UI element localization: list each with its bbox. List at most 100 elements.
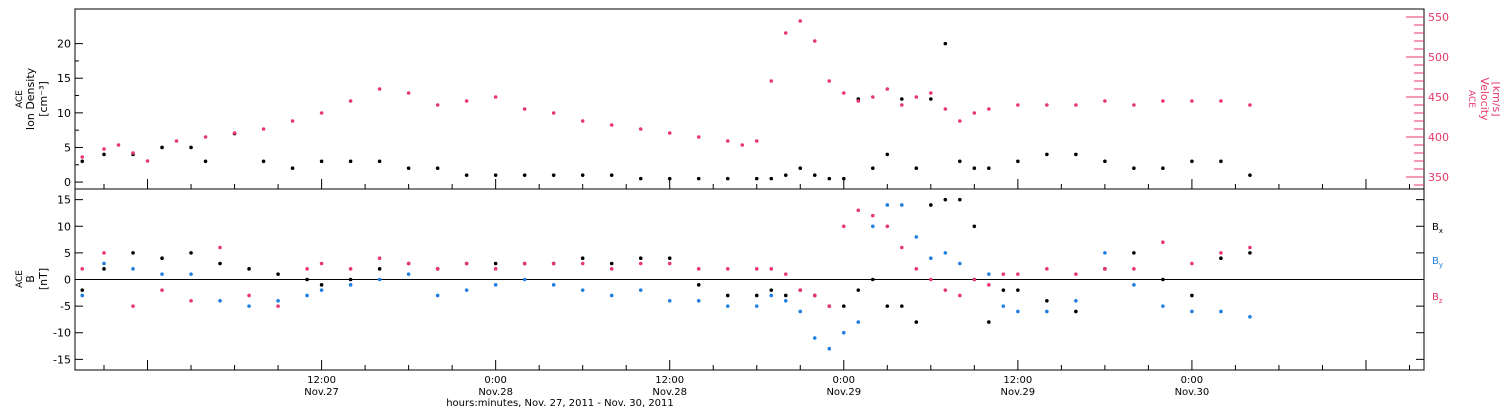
top-velocity-point-17 [522, 107, 527, 111]
top-velocity-point-14 [435, 103, 440, 107]
bot-by-point-23 [725, 304, 730, 308]
top-density-point-35 [914, 166, 919, 171]
bot-bx-point-31 [856, 288, 861, 292]
top-velocity-point-6 [203, 135, 208, 139]
top-velocity-point-39 [943, 107, 948, 111]
bot-by-point-37 [943, 251, 948, 255]
top-density-point-28 [812, 173, 817, 177]
bot-bz-point-47 [1161, 240, 1165, 245]
bot-bz-point-11 [377, 256, 382, 261]
bot-bx-point-26 [783, 293, 788, 298]
bottom-y-ticks: -15 -10 -5 0 5 10 15 [53, 194, 1424, 366]
bot-bx-point-19 [609, 261, 614, 266]
bot-bz-point-4 [189, 298, 193, 303]
bot-bx-point-32 [870, 277, 875, 282]
top-right-tick-label-4: 550 [1428, 11, 1449, 24]
bot-by-point-26 [783, 298, 788, 303]
top-velocity-point-4 [145, 159, 150, 163]
top-velocity-point-26 [754, 139, 759, 143]
bot-bx-point-1 [102, 267, 106, 271]
top-velocity-point-7 [232, 131, 237, 135]
top-velocity-point-16 [493, 95, 498, 99]
bot-bz-point-5 [218, 245, 222, 250]
top-density-point-39 [972, 166, 977, 171]
top-density-point-41 [1016, 159, 1020, 164]
bot-bx-point-48 [1190, 293, 1194, 298]
top-density-point-43 [1074, 152, 1078, 157]
bot-bz-point-18 [580, 261, 585, 266]
top-density-point-17 [551, 173, 556, 177]
bot-bx-point-6 [247, 267, 251, 271]
bot-bx-point-3 [160, 256, 164, 261]
bot-bx-point-38 [958, 197, 962, 202]
bot-bx-point-24 [754, 293, 759, 298]
top-density-point-16 [522, 173, 527, 177]
bot-by-point-5 [218, 298, 222, 303]
top-density-point-25 [769, 176, 774, 181]
top-velocity-point-51 [1248, 103, 1252, 107]
bot-ytick-label-6: 15 [57, 194, 71, 207]
top-density-point-20 [638, 176, 643, 181]
top-velocity-point-47 [1132, 103, 1136, 107]
bot-bz-point-24 [754, 267, 759, 271]
top-velocity-point-38 [929, 91, 933, 95]
top-density-point-37 [943, 41, 948, 46]
bot-ytick-label-5: 10 [57, 220, 71, 233]
bot-bx-point-2 [131, 251, 135, 255]
bot-bz-point-7 [276, 304, 280, 308]
bot-bz-point-39 [972, 277, 977, 282]
xtick-day-2: Nov.28 [652, 387, 687, 398]
bottom-x-ticks [103, 360, 1410, 370]
top-velocity-point-2 [116, 143, 121, 147]
bot-ytick-label-0: -15 [53, 353, 71, 366]
bot-by-point-33 [885, 203, 890, 207]
bot-bz-point-23 [725, 267, 730, 271]
top-velocity-point-8 [261, 127, 266, 131]
bot-by-point-13 [435, 293, 440, 298]
bot-bz-point-0 [80, 267, 85, 271]
top-velocity-point-12 [377, 87, 382, 91]
bot-by-point-24 [754, 304, 759, 308]
bot-by-point-19 [609, 293, 614, 298]
bot-bz-point-25 [769, 267, 774, 271]
bot-by-point-45 [1103, 251, 1107, 255]
top-density-point-33 [885, 152, 890, 157]
bot-by-point-25 [769, 293, 774, 298]
bot-bx-point-0 [80, 288, 85, 292]
bot-bz-point-1 [102, 251, 106, 255]
bot-bx-point-21 [667, 256, 672, 261]
bot-by-point-32 [870, 224, 875, 229]
top-density-point-19 [609, 173, 614, 177]
bot-bz-point-40 [987, 283, 991, 287]
top-left-ylabel-line3: [cm⁻³] [37, 81, 50, 117]
bot-bz-point-21 [667, 261, 672, 266]
bot-bz-point-22 [696, 267, 701, 271]
xtick-time-1: 0:00 [484, 375, 506, 386]
top-velocity-point-18 [551, 111, 556, 115]
top-velocity-point-44 [1045, 103, 1049, 107]
bot-bz-point-16 [522, 261, 527, 266]
top-velocity-point-27 [769, 79, 774, 83]
top-ytick-label-1: 5 [64, 141, 71, 154]
bot-bz-point-31 [856, 208, 861, 213]
bot-by-point-50 [1248, 314, 1252, 319]
bot-bz-point-19 [609, 267, 614, 271]
top-velocity-point-22 [667, 131, 672, 135]
bot-bz-point-26 [783, 272, 788, 276]
bot-bx-point-49 [1219, 256, 1223, 261]
bot-bz-point-17 [551, 261, 556, 266]
top-velocity-point-9 [290, 119, 295, 123]
bot-bx-point-36 [929, 203, 933, 207]
bot-by-point-10 [348, 283, 353, 287]
svg-text:Bz: Bz [1432, 292, 1443, 305]
bot-bx-point-15 [493, 261, 498, 266]
bot-by-point-30 [841, 330, 846, 335]
legend-by: By [1432, 256, 1443, 269]
bot-by-point-21 [667, 298, 672, 303]
bot-bx-point-44 [1074, 309, 1078, 314]
top-density-point-7 [261, 159, 266, 164]
top-velocity-point-23 [696, 135, 701, 139]
bottom-data-points [80, 197, 1252, 351]
top-density-point-5 [203, 159, 208, 164]
